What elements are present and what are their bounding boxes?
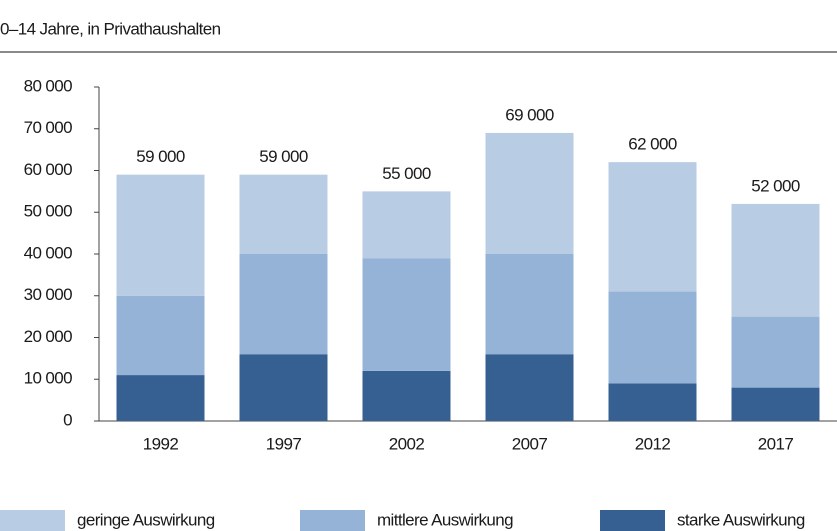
legend-label: mittlere Auswirkung bbox=[377, 510, 513, 529]
total-label: 59 000 bbox=[136, 147, 185, 166]
x-tick-label: 1992 bbox=[143, 434, 179, 453]
bar-segment bbox=[485, 132, 574, 254]
y-tick-label: 20 000 bbox=[24, 327, 73, 346]
legend-swatch bbox=[0, 510, 65, 531]
y-tick-label: 40 000 bbox=[24, 243, 73, 262]
y-tick-label: 0 bbox=[63, 410, 72, 429]
bar-segment bbox=[608, 291, 697, 384]
legend-swatch bbox=[300, 510, 365, 531]
y-tick-label: 10 000 bbox=[24, 369, 73, 388]
y-tick-label: 80 000 bbox=[24, 76, 73, 95]
bar-segment bbox=[239, 254, 328, 355]
bar-segment bbox=[116, 174, 205, 296]
y-tick-label: 60 000 bbox=[24, 160, 73, 179]
y-tick-label: 30 000 bbox=[24, 285, 73, 304]
bar-segment bbox=[608, 383, 697, 421]
bar-segment bbox=[485, 254, 574, 355]
bar-segment bbox=[731, 316, 820, 388]
bar-segment bbox=[362, 191, 451, 259]
total-label: 69 000 bbox=[505, 105, 554, 124]
bar-segment bbox=[362, 258, 451, 371]
y-tick-label: 70 000 bbox=[24, 118, 73, 137]
y-tick-label: 50 000 bbox=[24, 202, 73, 221]
total-label: 55 000 bbox=[382, 164, 431, 183]
x-tick-label: 2002 bbox=[389, 434, 425, 453]
total-label: 59 000 bbox=[259, 147, 308, 166]
bar-segment bbox=[485, 354, 574, 421]
bar-segment bbox=[362, 370, 451, 421]
bar-segment bbox=[731, 387, 820, 421]
bar-segment bbox=[116, 375, 205, 421]
bar-segment bbox=[608, 162, 697, 292]
bar-segment bbox=[239, 174, 328, 254]
x-tick-label: 2012 bbox=[635, 434, 671, 453]
x-tick-label: 1997 bbox=[266, 434, 302, 453]
chart-subtitle: 0–14 Jahre, in Privathaushalten bbox=[0, 19, 221, 38]
x-tick-label: 2007 bbox=[512, 434, 548, 453]
x-tick-label: 2017 bbox=[758, 434, 794, 453]
total-label: 52 000 bbox=[751, 176, 800, 195]
bar-segment bbox=[116, 295, 205, 376]
legend-label: starke Auswirkung bbox=[677, 510, 805, 529]
bar-segment bbox=[239, 354, 328, 421]
legend-label: geringe Auswirkung bbox=[77, 510, 215, 529]
legend-swatch bbox=[600, 510, 665, 531]
total-label: 62 000 bbox=[628, 135, 677, 154]
bar-segment bbox=[731, 203, 820, 317]
